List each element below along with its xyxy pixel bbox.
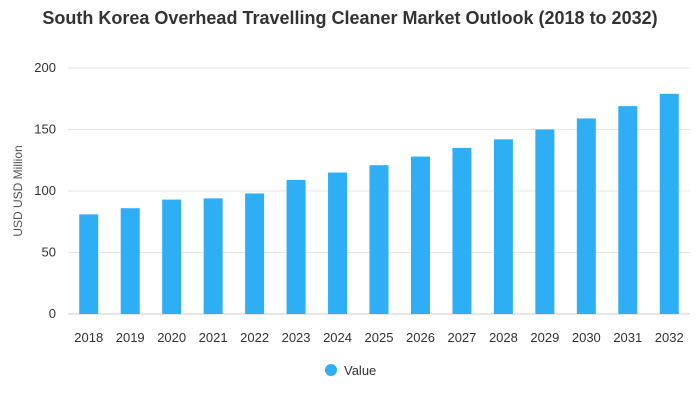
x-tick-label: 2030 <box>572 330 601 345</box>
x-tick-label: 2021 <box>199 330 228 345</box>
y-tick-label: 200 <box>34 60 56 75</box>
legend-swatch <box>325 364 337 376</box>
x-tick-label: 2025 <box>365 330 394 345</box>
legend-label: Value <box>344 363 376 378</box>
x-tick-label: 2028 <box>489 330 518 345</box>
legend[interactable]: Value <box>325 363 376 378</box>
bar-2028[interactable] <box>493 139 513 314</box>
bar-2023[interactable] <box>286 179 306 314</box>
x-tick-label: 2024 <box>323 330 352 345</box>
y-tick-label: 100 <box>34 183 56 198</box>
y-tick-label: 150 <box>34 122 56 137</box>
x-tick-label: 2027 <box>447 330 476 345</box>
bar-2031[interactable] <box>618 106 638 314</box>
bar-2019[interactable] <box>120 208 140 314</box>
bar-2030[interactable] <box>576 118 596 315</box>
bar-2021[interactable] <box>203 198 223 314</box>
bar-2032[interactable] <box>659 93 679 314</box>
bar-2022[interactable] <box>245 193 265 314</box>
bar-2018[interactable] <box>79 214 99 314</box>
bar-2026[interactable] <box>410 156 430 314</box>
bar-2024[interactable] <box>328 172 348 314</box>
x-tick-label: 2018 <box>74 330 103 345</box>
bar-2025[interactable] <box>369 165 389 314</box>
bars <box>79 93 679 315</box>
x-tick-label: 2031 <box>613 330 642 345</box>
x-tick-label: 2022 <box>240 330 269 345</box>
chart-title: South Korea Overhead Travelling Cleaner … <box>42 8 658 28</box>
x-tick-label: 2029 <box>530 330 559 345</box>
x-axis-ticks: 2018 2019 2020 2021 2022 2023 2024 2025 2026 2027… <box>74 330 683 345</box>
bar-2020[interactable] <box>162 199 182 314</box>
y-axis-ticks: 0 50 100 150 200 <box>34 60 56 321</box>
y-tick-label: 0 <box>49 306 56 321</box>
x-tick-label: 2023 <box>282 330 311 345</box>
y-tick-label: 50 <box>42 245 56 260</box>
bar-2027[interactable] <box>452 147 472 314</box>
bar-2029[interactable] <box>535 129 555 315</box>
x-tick-label: 2019 <box>116 330 145 345</box>
x-tick-label: 2026 <box>406 330 435 345</box>
x-tick-label: 2032 <box>655 330 684 345</box>
x-tick-label: 2020 <box>157 330 186 345</box>
y-axis-title: USD USD Million <box>11 145 25 236</box>
